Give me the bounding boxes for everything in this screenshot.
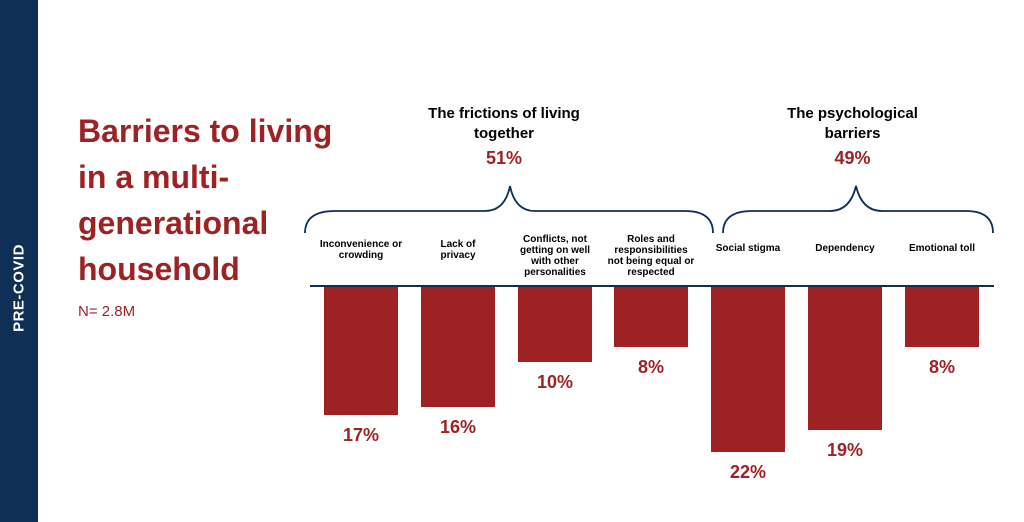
category-label: Roles and responsibilities not being equ…	[607, 234, 695, 278]
category-label: Inconvenience or crowding	[319, 239, 403, 261]
chart-baseline	[310, 285, 994, 287]
bar-value-label: 8%	[637, 357, 664, 377]
bar-value-label: 16%	[439, 417, 477, 437]
bar-value-label: 17%	[342, 424, 380, 445]
category-label: Lack of privacy	[440, 239, 476, 261]
bar	[324, 287, 398, 415]
category-label: Conflicts, not getting on well with othe…	[520, 234, 590, 278]
bar-value-label: 10%	[536, 372, 574, 392]
group-pct-psychological: 49%	[834, 148, 871, 168]
brace-psychological	[722, 185, 994, 234]
side-band: PRE-COVID	[0, 0, 38, 522]
bar-value-label: 8%	[928, 357, 955, 377]
bar	[905, 287, 979, 347]
group-title-frictions: The frictions of living together	[428, 105, 580, 142]
bar-value-label: 22%	[729, 462, 767, 482]
group-pct-frictions: 51%	[485, 148, 523, 168]
bar	[808, 287, 882, 430]
bar-value-label: 19%	[826, 439, 864, 460]
chart-title: Barriers to living in a multi-generation…	[78, 113, 333, 287]
bar	[421, 287, 495, 407]
sample-size-label: N= 2.8M	[78, 303, 136, 320]
bar	[518, 287, 592, 362]
bar	[614, 287, 688, 347]
brace-frictions	[304, 185, 714, 234]
category-label: Emotional toll	[908, 243, 976, 254]
category-label: Dependency	[815, 243, 875, 254]
category-label: Social stigma	[715, 243, 781, 254]
group-title-psychological: The psychological barriers	[787, 105, 918, 142]
bar	[711, 287, 785, 452]
